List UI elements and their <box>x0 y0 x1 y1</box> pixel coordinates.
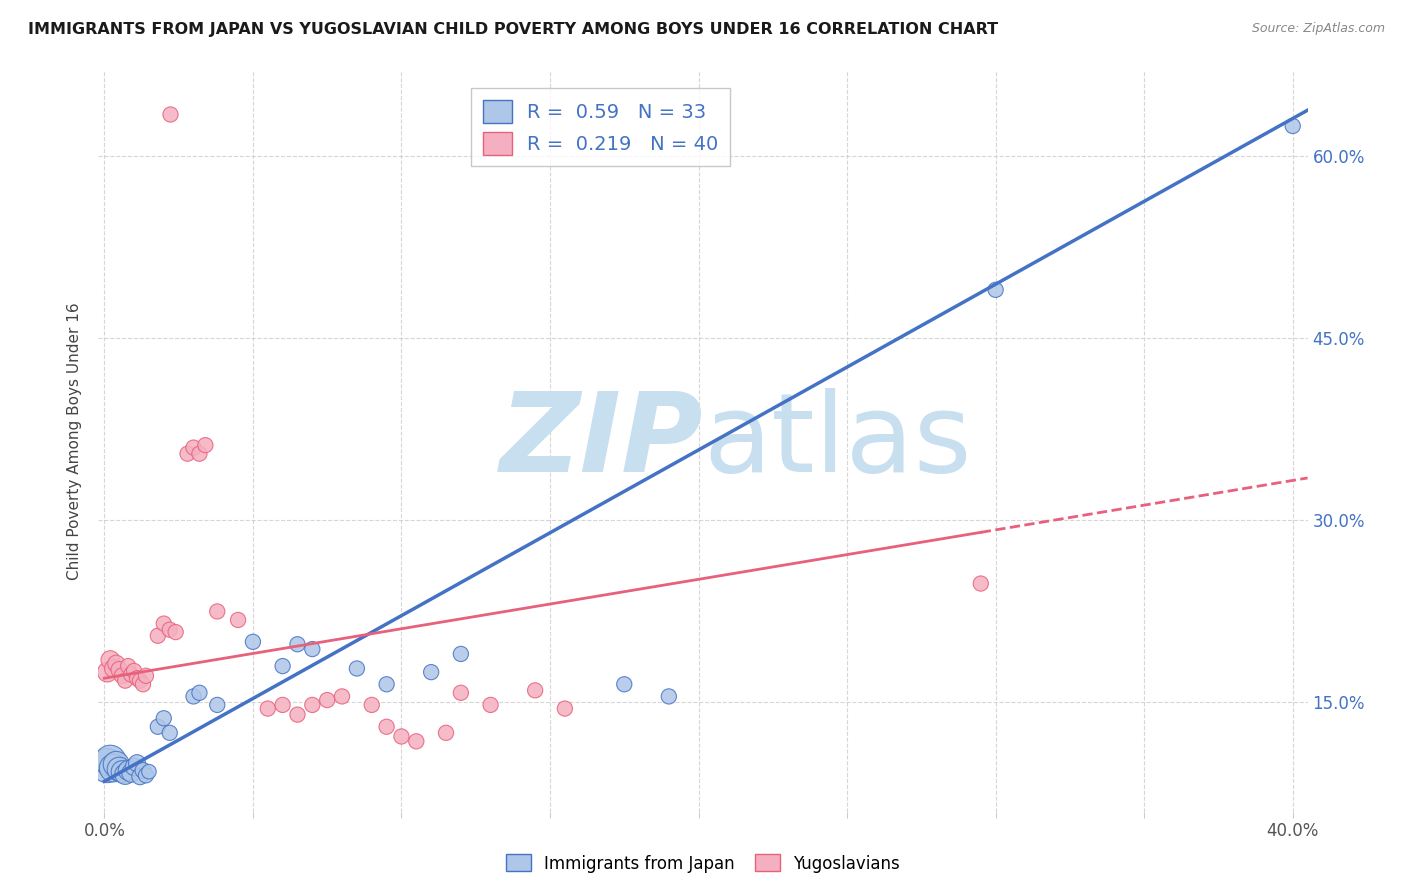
Point <box>114 673 136 688</box>
Point <box>658 690 681 704</box>
Point <box>96 758 118 772</box>
Point <box>152 711 174 725</box>
Point <box>188 686 211 700</box>
Text: IMMIGRANTS FROM JAPAN VS YUGOSLAVIAN CHILD POVERTY AMONG BOYS UNDER 16 CORRELATI: IMMIGRANTS FROM JAPAN VS YUGOSLAVIAN CHI… <box>28 22 998 37</box>
Point <box>111 764 134 779</box>
Point <box>271 659 294 673</box>
Point <box>132 677 155 691</box>
Point <box>360 698 382 712</box>
Point <box>420 665 443 680</box>
Point <box>226 613 249 627</box>
Point <box>117 659 139 673</box>
Point <box>970 576 993 591</box>
Point <box>188 447 211 461</box>
Point <box>301 698 323 712</box>
Point <box>271 698 294 712</box>
Point <box>135 768 157 782</box>
Point <box>554 701 576 715</box>
Point <box>176 447 198 461</box>
Y-axis label: Child Poverty Among Boys Under 16: Child Poverty Among Boys Under 16 <box>67 302 83 581</box>
Point <box>108 762 131 776</box>
Point <box>132 764 155 778</box>
Point <box>287 637 309 651</box>
Point <box>117 764 139 778</box>
Point <box>122 760 145 774</box>
Point <box>524 683 547 698</box>
Point <box>242 635 264 649</box>
Point <box>375 720 398 734</box>
Point <box>316 693 339 707</box>
Point <box>129 770 152 784</box>
Point <box>613 677 636 691</box>
Point <box>96 665 118 680</box>
Point <box>114 767 136 781</box>
Point <box>146 720 169 734</box>
Point <box>405 734 427 748</box>
Point <box>105 757 128 772</box>
Point <box>450 647 472 661</box>
Point <box>207 604 229 618</box>
Point <box>301 642 323 657</box>
Text: Source: ZipAtlas.com: Source: ZipAtlas.com <box>1251 22 1385 36</box>
Point <box>194 438 217 452</box>
Point <box>183 690 205 704</box>
Legend: Immigrants from Japan, Yugoslavians: Immigrants from Japan, Yugoslavians <box>499 847 907 880</box>
Point <box>984 283 1007 297</box>
Point <box>183 441 205 455</box>
Point <box>120 765 142 780</box>
Point <box>108 663 131 677</box>
Point <box>375 677 398 691</box>
Point <box>146 629 169 643</box>
Point <box>103 661 125 675</box>
Text: atlas: atlas <box>703 388 972 495</box>
Point <box>159 726 181 740</box>
Point <box>111 669 134 683</box>
Point <box>330 690 353 704</box>
Point <box>125 671 148 685</box>
Point <box>105 657 128 671</box>
Point <box>138 764 160 779</box>
Point <box>103 761 125 775</box>
Point <box>287 707 309 722</box>
Point <box>1281 119 1303 133</box>
Point <box>450 686 472 700</box>
Point <box>207 698 229 712</box>
Point <box>159 623 181 637</box>
Point <box>125 756 148 771</box>
Point <box>135 669 157 683</box>
Point <box>346 661 368 675</box>
Point <box>391 730 413 744</box>
Point <box>120 667 142 681</box>
Point <box>165 625 187 640</box>
Point <box>159 107 181 121</box>
Text: ZIP: ZIP <box>499 388 703 495</box>
Point <box>256 701 278 715</box>
Point <box>152 616 174 631</box>
Point <box>129 673 152 688</box>
Point <box>479 698 502 712</box>
Point <box>98 754 121 768</box>
Point <box>434 726 457 740</box>
Point <box>122 664 145 678</box>
Point <box>98 653 121 667</box>
Legend: R =  0.59   N = 33, R =  0.219   N = 40: R = 0.59 N = 33, R = 0.219 N = 40 <box>471 88 730 167</box>
